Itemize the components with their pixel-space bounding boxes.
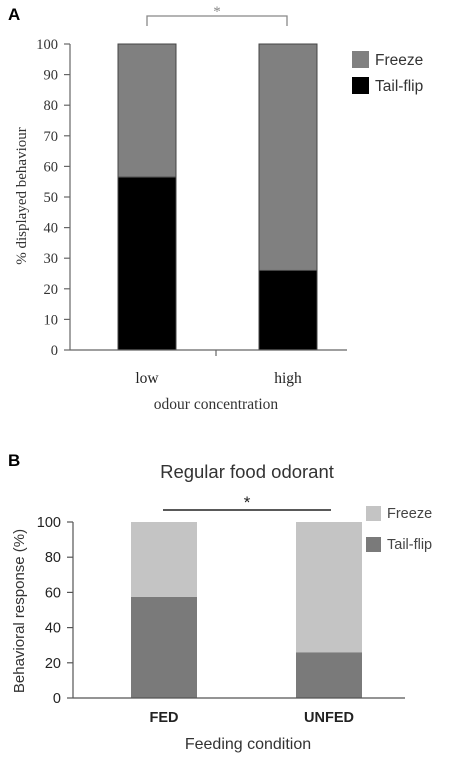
panel-b-significance-star: * bbox=[244, 493, 251, 512]
panel-b-y-tick-label-60: 60 bbox=[45, 585, 61, 601]
panel-b-y-tick-label-100: 100 bbox=[37, 515, 61, 531]
panel-a-legend-label-freeze: Freeze bbox=[375, 52, 423, 69]
panel-a-y-tick-label-70: 70 bbox=[44, 129, 59, 145]
panel-a-legend-label-tail-flip: Tail-flip bbox=[375, 78, 423, 95]
panel-a-significance-bracket bbox=[146, 15, 288, 26]
panel-a-y-tick-label-50: 50 bbox=[44, 190, 59, 206]
panel-b-legend-swatch-tail-flip bbox=[366, 537, 381, 552]
panel-a-y-tick-label-60: 60 bbox=[44, 159, 59, 175]
panel-b-bar-fed-freeze bbox=[131, 522, 197, 597]
panel-b-y-tick-label-80: 80 bbox=[45, 550, 61, 566]
panel-b-y-tick-label-40: 40 bbox=[45, 621, 61, 637]
panel-b-title: Regular food odorant bbox=[160, 461, 334, 482]
panel-a-bars bbox=[117, 43, 318, 351]
panel-a-x-axis-title: odour concentration bbox=[154, 396, 279, 413]
panel-a-y-tick-label-90: 90 bbox=[44, 68, 59, 84]
panel-a-bar-high-tail-flip bbox=[258, 269, 318, 351]
panel-b: B Regular food odorant * 0 20 40 60 80 100 FE… bbox=[8, 451, 432, 753]
panel-a-y-tick-label-100: 100 bbox=[36, 37, 58, 53]
panel-a-bar-low-freeze bbox=[117, 43, 177, 178]
panel-a-legend-swatch-freeze bbox=[352, 51, 369, 68]
panel-b-bar-unfed-freeze bbox=[296, 522, 362, 653]
panel-a: A * 0 10 20 30 40 50 60 70 80 90 100 low high % dis… bbox=[8, 4, 423, 413]
panel-a-label: A bbox=[8, 5, 20, 24]
panel-a-y-axis-title: % displayed behaviour bbox=[14, 127, 30, 264]
panel-a-x-tick-label-high: high bbox=[274, 370, 302, 387]
panel-b-x-axis-title: Feeding condition bbox=[185, 736, 311, 753]
panel-b-x-axis: FED UNFED bbox=[150, 710, 354, 726]
panel-a-y-tick-label-40: 40 bbox=[44, 221, 59, 237]
panel-b-x-tick-label-unfed: UNFED bbox=[304, 710, 354, 726]
panel-b-bar-unfed-tail-flip bbox=[296, 652, 362, 698]
panel-a-y-tick-label-10: 10 bbox=[44, 312, 59, 328]
panel-b-y-tick-label-0: 0 bbox=[53, 691, 61, 707]
panel-b-bar-fed-tail-flip bbox=[131, 596, 197, 698]
panel-a-y-tick-label-0: 0 bbox=[51, 343, 58, 359]
panel-a-y-tick-label-30: 30 bbox=[44, 251, 59, 267]
panel-a-bar-high-freeze bbox=[258, 43, 318, 271]
panel-b-legend-label-freeze: Freeze bbox=[387, 506, 432, 522]
panel-b-y-axis-title: Behavioral response (%) bbox=[11, 529, 28, 693]
panel-a-y-tick-label-20: 20 bbox=[44, 282, 59, 298]
panel-b-label: B bbox=[8, 451, 20, 470]
panel-b-bars bbox=[131, 522, 362, 698]
panel-a-x-tick-label-low: low bbox=[135, 370, 159, 387]
panel-b-legend-label-tail-flip: Tail-flip bbox=[387, 537, 432, 553]
panel-a-legend-swatch-tail-flip bbox=[352, 77, 369, 94]
panel-b-x-tick-label-fed: FED bbox=[150, 710, 179, 726]
panel-a-bar-low-tail-flip bbox=[117, 176, 177, 351]
panel-a-x-axis: low high bbox=[135, 370, 302, 387]
panel-b-legend-swatch-freeze bbox=[366, 506, 381, 521]
panel-a-y-tick-label-80: 80 bbox=[44, 98, 59, 114]
panel-b-y-tick-label-20: 20 bbox=[45, 656, 61, 672]
panel-a-y-axis: 0 10 20 30 40 50 60 70 80 90 100 bbox=[36, 37, 70, 359]
panel-a-significance-star: * bbox=[213, 4, 221, 20]
panel-b-y-axis: 0 20 40 60 80 100 bbox=[37, 515, 73, 707]
